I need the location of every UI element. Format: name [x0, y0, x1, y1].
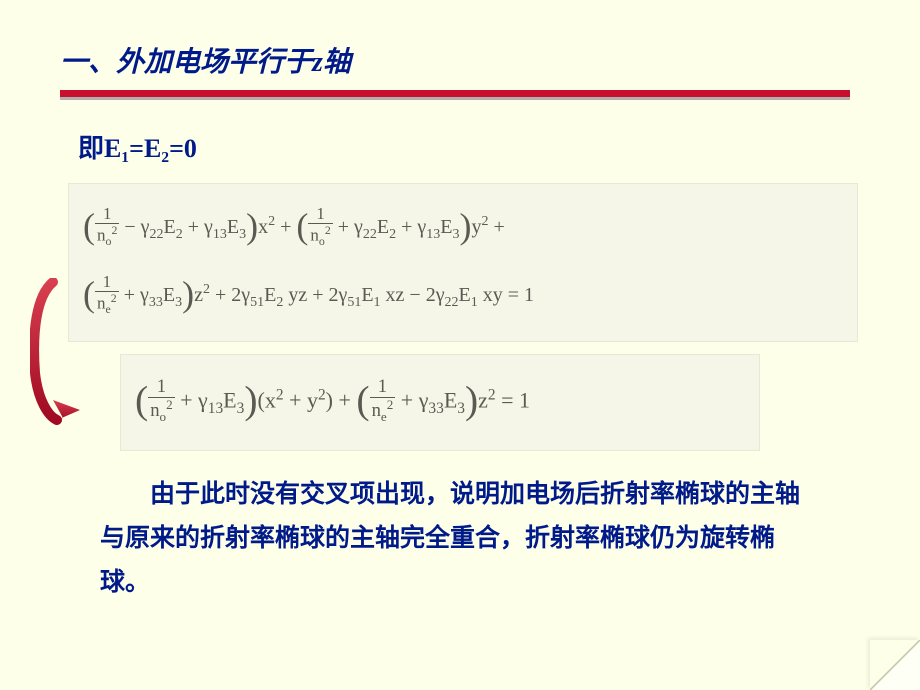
- gray-rule: [60, 97, 850, 100]
- conclusion-text: 由于此时没有交叉项出现，说明加电场后折射率椭球的主轴与原来的折射率椭球的主轴完全…: [100, 473, 820, 604]
- equation-2: (1no2 + γ13E3)(x2 + y2) + (1ne2 + γ33E3)…: [120, 354, 760, 451]
- title-underline: [60, 90, 860, 100]
- section-title: 一、外加电场平行于z轴: [60, 40, 860, 80]
- red-rule: [60, 90, 850, 97]
- arrow-curve: [34, 282, 57, 420]
- subtitle-condition: 即E₁=E₂=0: [78, 128, 860, 165]
- equation-1: (1no2 − γ22E2 + γ13E3)x2 + (1no2 + γ22E2…: [68, 183, 858, 342]
- page-corner-fold: [870, 640, 920, 690]
- simplify-arrow: [30, 278, 85, 443]
